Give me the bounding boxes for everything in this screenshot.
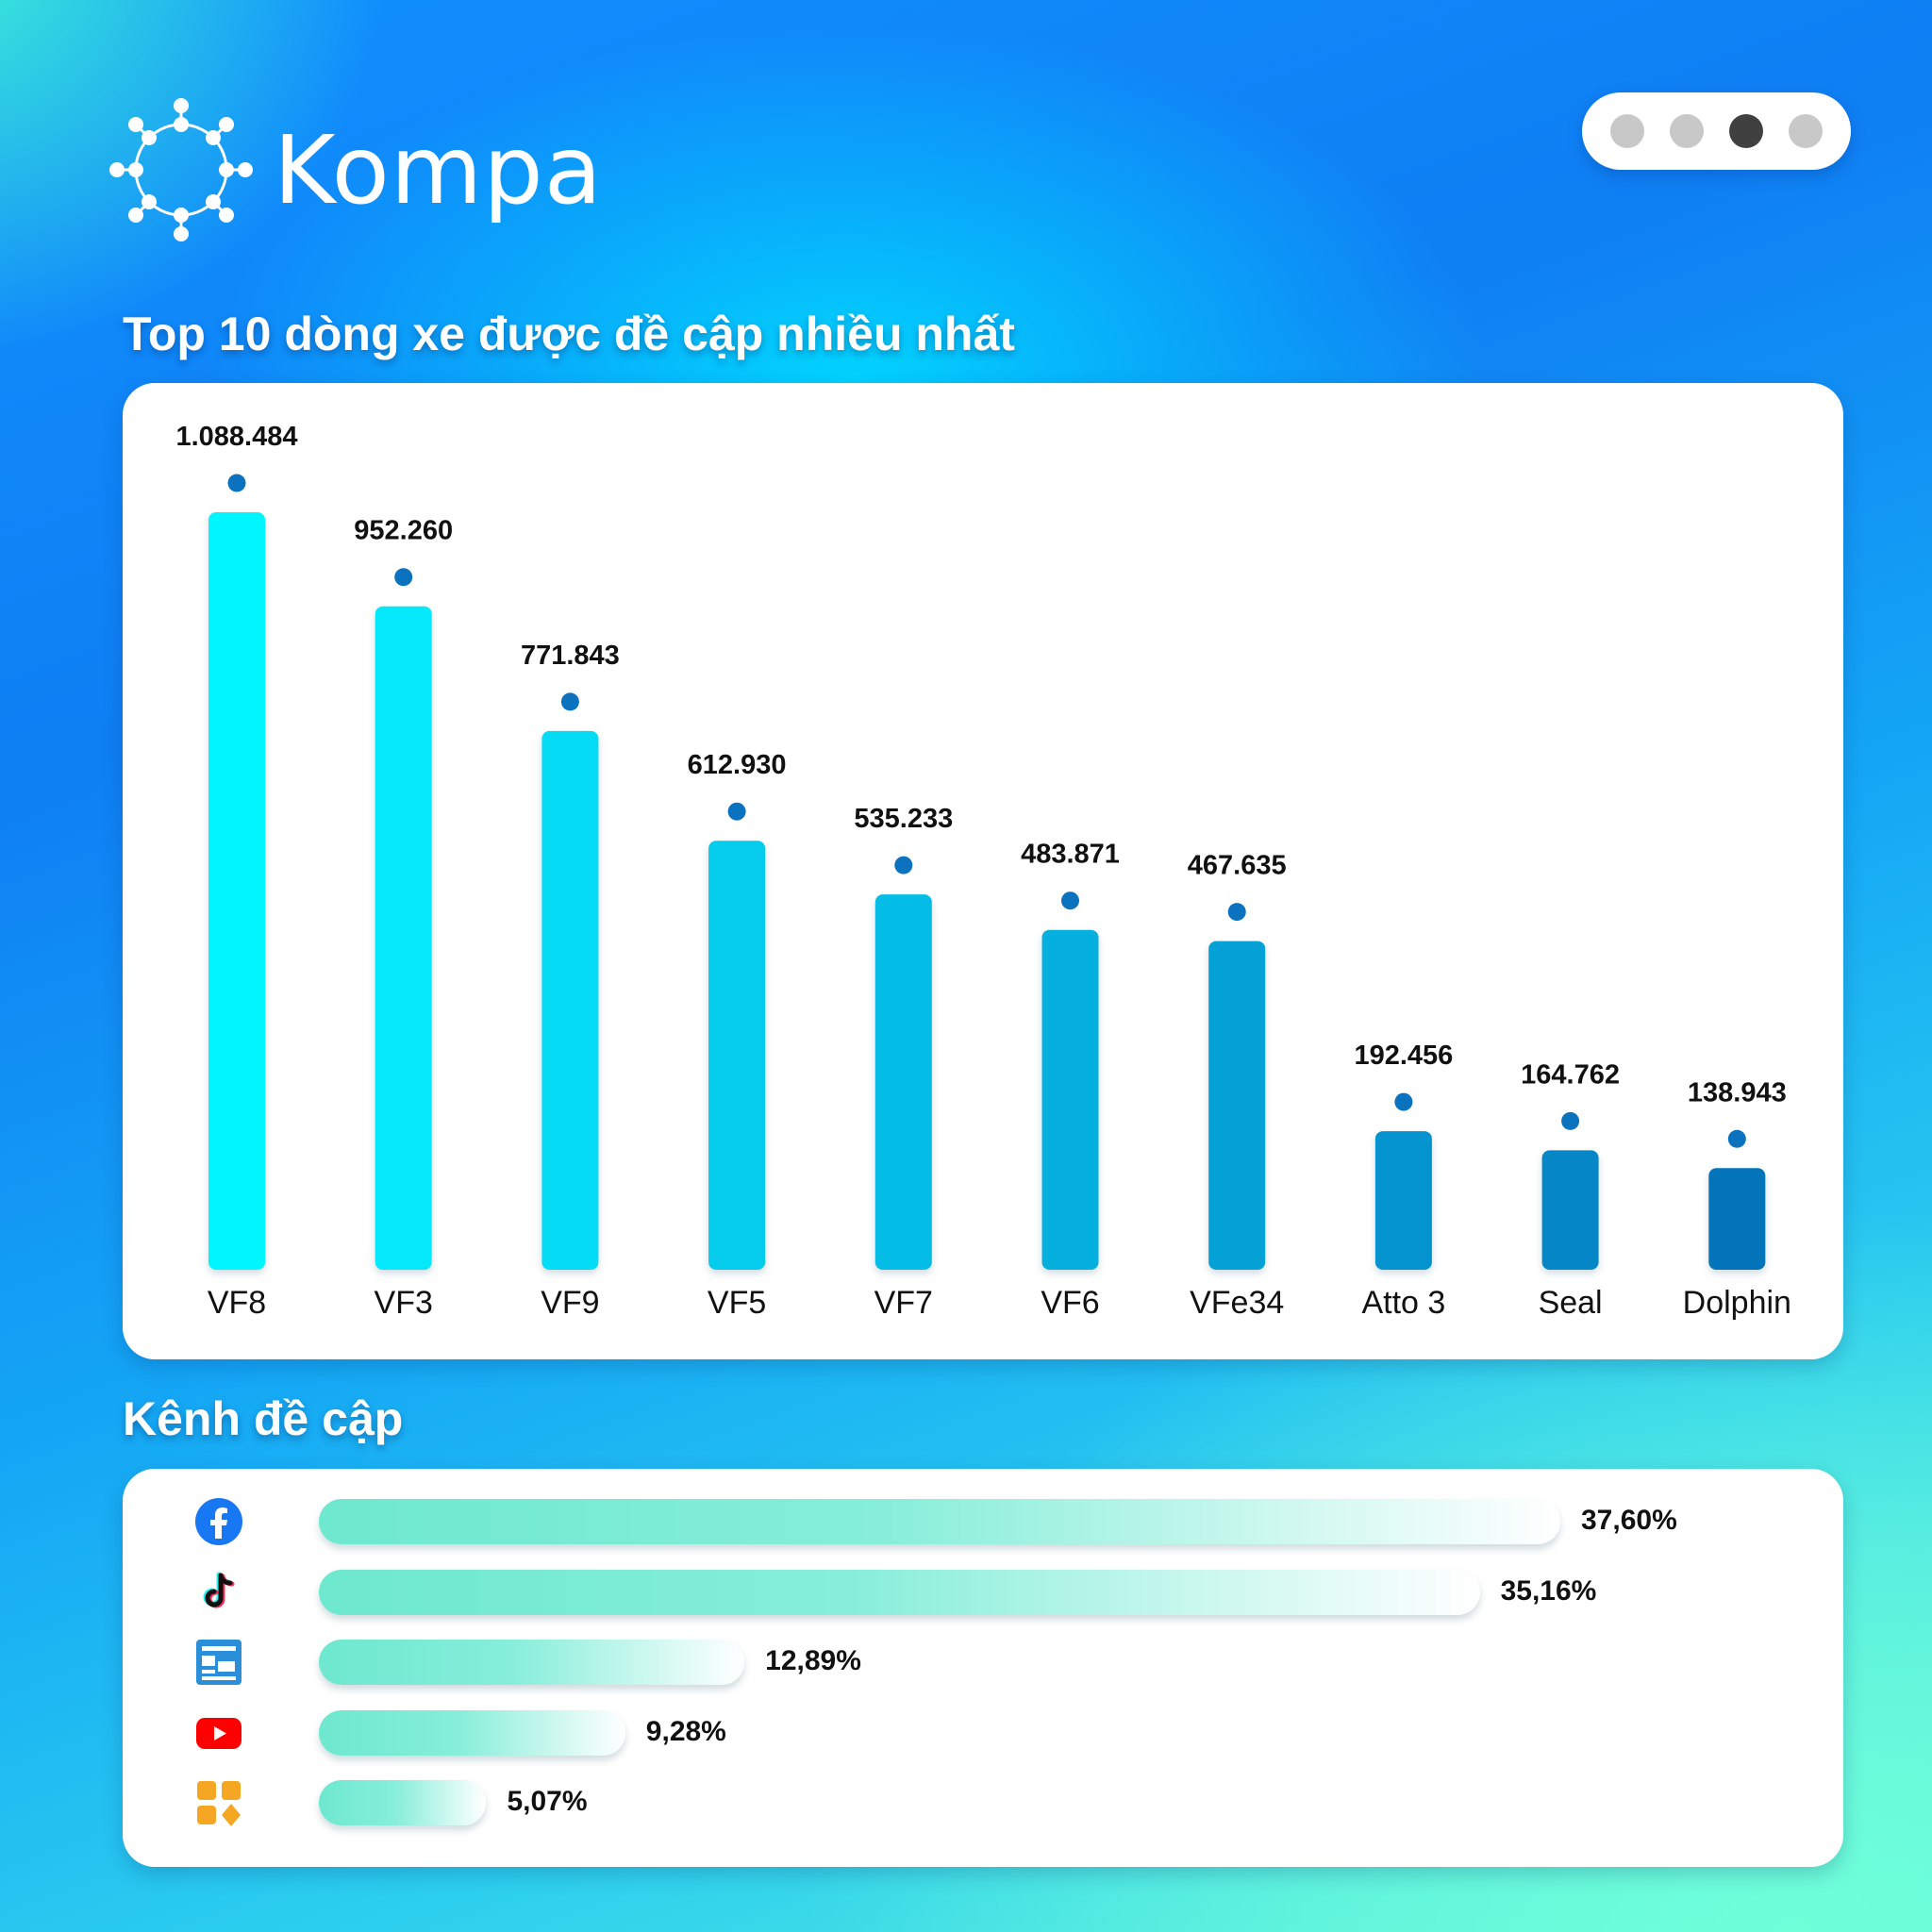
channel-value-label: 5,07%	[507, 1786, 588, 1817]
bar-value-label: 467.635	[1188, 851, 1287, 881]
page-indicator[interactable]	[1582, 92, 1851, 170]
top-models-title: Top 10 dòng xe được đề cập nhiều nhất	[123, 308, 1015, 360]
bar-value-label: 952.260	[354, 516, 453, 546]
bar	[1708, 1168, 1766, 1270]
bar-category-label: Dolphin	[1683, 1285, 1791, 1321]
bar-marker-dot	[894, 856, 913, 874]
channel-bar	[319, 1640, 745, 1685]
channel-bar	[319, 1709, 625, 1756]
bar	[874, 894, 932, 1270]
bar	[708, 841, 766, 1270]
bar-category-label: Seal	[1539, 1285, 1603, 1321]
bar	[208, 512, 265, 1270]
channel-row: 12,89%	[123, 1636, 1843, 1689]
bar-category-label: VF6	[1041, 1285, 1099, 1321]
channel-value-label: 37,60%	[1581, 1505, 1677, 1536]
bar-marker-dot	[394, 568, 413, 587]
channel-bar	[319, 1569, 1480, 1615]
channels-title: Kênh đề cập	[123, 1392, 404, 1445]
bar	[1541, 1150, 1599, 1270]
channel-bar	[319, 1499, 1560, 1544]
brand-name: Kompa	[274, 114, 603, 225]
channel-row: 5,07%	[123, 1776, 1843, 1829]
bar	[1041, 929, 1099, 1270]
tiktok-icon	[194, 1568, 243, 1617]
channel-row: 37,60%	[123, 1495, 1843, 1548]
page-dot[interactable]	[1610, 114, 1644, 148]
bar-marker-dot	[1561, 1111, 1580, 1130]
bar-marker-dot	[560, 692, 579, 711]
bar	[541, 730, 599, 1270]
news-icon	[194, 1638, 243, 1687]
bar-category-label: VF3	[375, 1285, 433, 1321]
bar-category-label: VF5	[708, 1285, 766, 1321]
bar-value-label: 771.843	[521, 641, 620, 671]
bar-value-label: 483.871	[1021, 840, 1120, 870]
bar-category-label: VF9	[541, 1285, 599, 1321]
bar	[1374, 1131, 1432, 1270]
bar-category-label: VF8	[208, 1285, 266, 1321]
channel-value-label: 9,28%	[645, 1715, 726, 1747]
bar-marker-dot	[1227, 903, 1246, 922]
channel-row: 9,28%	[123, 1707, 1843, 1759]
bar-marker-dot	[227, 474, 246, 492]
bar-marker-dot	[1727, 1129, 1746, 1148]
bar-value-label: 535.233	[854, 804, 953, 834]
bar-marker-dot	[1394, 1092, 1413, 1111]
bar-marker-dot	[727, 802, 746, 821]
other-apps-icon	[194, 1778, 243, 1827]
page-dot[interactable]	[1670, 114, 1704, 148]
bar-category-label: VFe34	[1190, 1285, 1284, 1321]
bar-category-label: VF7	[874, 1285, 933, 1321]
page-dot-active[interactable]	[1729, 114, 1763, 148]
page-dot[interactable]	[1789, 114, 1823, 148]
bar-category-label: Atto 3	[1361, 1285, 1445, 1321]
channel-value-label: 12,89%	[765, 1645, 861, 1676]
bar-marker-dot	[1061, 891, 1079, 910]
bar-value-label: 138.943	[1688, 1077, 1787, 1108]
bar-value-label: 164.762	[1521, 1059, 1620, 1090]
bar-value-label: 612.930	[688, 750, 787, 780]
top-models-bar-chart: 1.088.484 VF8 952.260 VF3 771.843 VF9 612.930 V…	[175, 422, 1791, 1321]
top-models-chart-card: 1.088.484 VF8 952.260 VF3 771.843 VF9 612.930 V…	[123, 383, 1843, 1359]
bar-value-label: 1.088.484	[175, 422, 297, 452]
channel-value-label: 35,16%	[1500, 1574, 1597, 1607]
youtube-icon	[194, 1708, 243, 1757]
bar	[375, 606, 432, 1270]
bar-value-label: 192.456	[1354, 1041, 1453, 1071]
bar	[1208, 941, 1266, 1270]
channels-chart-card: 37,60% 35,16% 12,89% 9,28% 5,07%	[123, 1469, 1843, 1867]
kompa-network-icon	[109, 98, 253, 242]
channel-bar	[319, 1780, 487, 1825]
brand-logo: Kompa	[106, 94, 603, 245]
channel-row: 35,16%	[123, 1566, 1843, 1619]
facebook-icon	[194, 1497, 243, 1546]
